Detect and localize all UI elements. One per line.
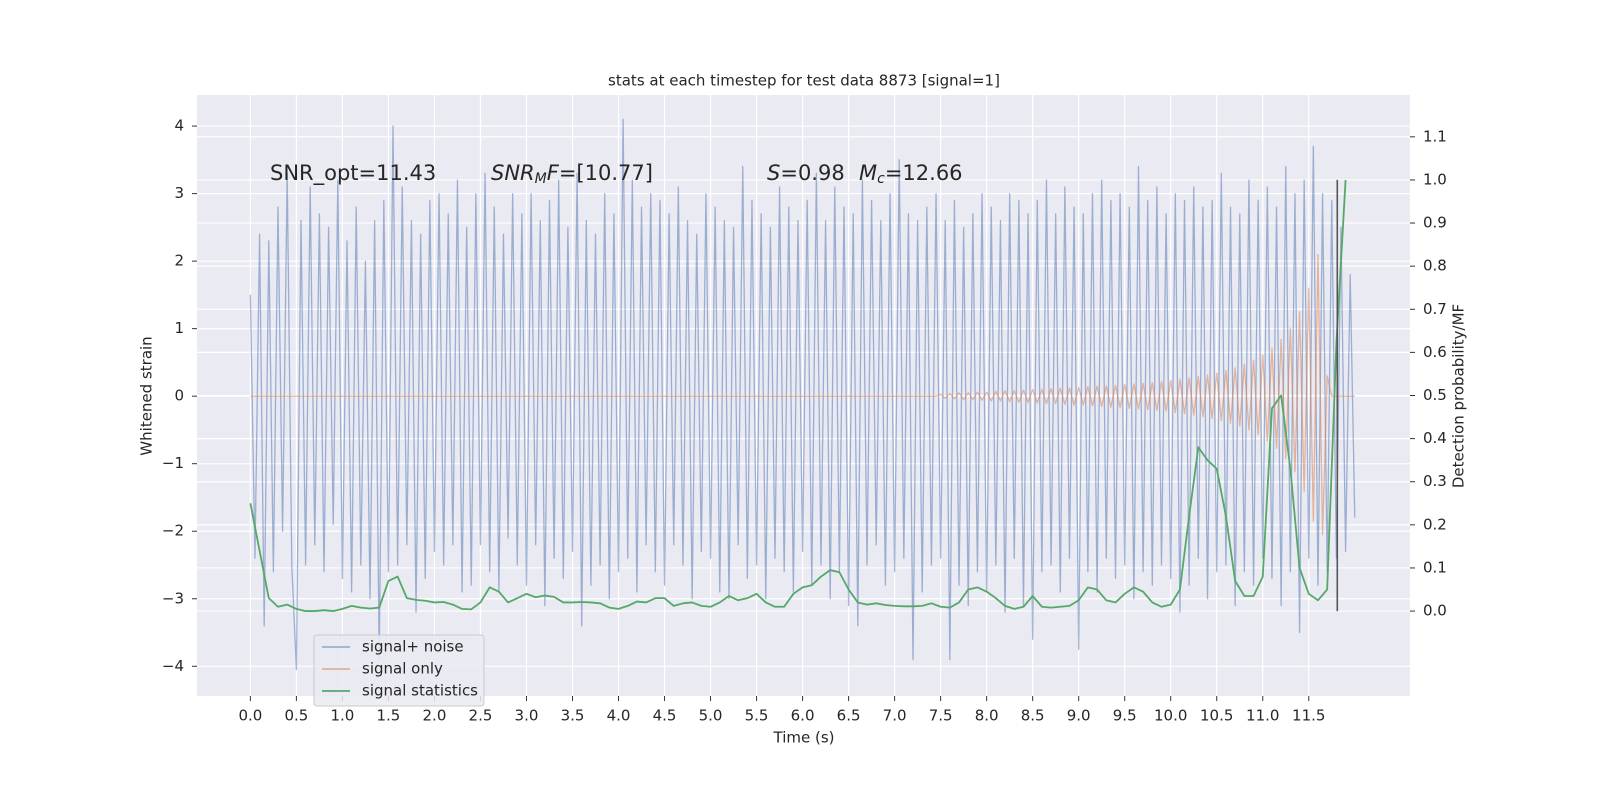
y-tick-label: 2 bbox=[174, 252, 184, 270]
y2-tick-label: 0.1 bbox=[1423, 558, 1447, 576]
annotation-part: F bbox=[547, 161, 560, 185]
y2-tick-label: 0.3 bbox=[1423, 472, 1447, 490]
annotation: Mc=12.66 bbox=[859, 161, 963, 187]
x-tick-label: 0.5 bbox=[284, 707, 308, 725]
x-tick-label: 2.0 bbox=[423, 707, 447, 725]
y-axis-label: Whitened strain bbox=[138, 336, 156, 455]
x-tick-label: 8.5 bbox=[1021, 707, 1045, 725]
annotation-part: SNR_opt=11.43 bbox=[270, 161, 436, 186]
x-tick-label: 8.0 bbox=[975, 707, 999, 725]
axes: 0.0 0.5 1.0 1.5 2.0 2.5 3.0 3.5 4.0 4.5 5.0 5.5 6.0 6… bbox=[162, 117, 1447, 725]
legend-label: signal only bbox=[362, 660, 443, 678]
x-tick-label: 11.5 bbox=[1292, 707, 1325, 725]
annotation: S=0.98 bbox=[767, 161, 845, 185]
y-tick-label: −2 bbox=[162, 522, 184, 540]
annotation-part: =0.98 bbox=[780, 161, 844, 185]
y2-tick-label: 0.0 bbox=[1423, 602, 1447, 620]
annotation-part: c bbox=[877, 171, 885, 187]
x-tick-label: 5.5 bbox=[745, 707, 769, 725]
x-tick-label: 6.5 bbox=[837, 707, 861, 725]
series-line bbox=[249, 179, 1347, 612]
y2-tick-label: 0.7 bbox=[1423, 300, 1447, 318]
annotation-part: M bbox=[535, 171, 547, 187]
x-tick-label: 5.0 bbox=[699, 707, 723, 725]
y-tick-label: 0 bbox=[174, 387, 184, 405]
annotation-part: M bbox=[859, 161, 877, 185]
plot bbox=[249, 118, 1356, 671]
y-tick-label: −4 bbox=[162, 657, 184, 675]
legend: signal+ noise signal only signal statistic… bbox=[313, 634, 485, 707]
series-line bbox=[250, 253, 1355, 536]
y2-tick-label: 0.6 bbox=[1423, 343, 1447, 361]
annotation-part: =12.66 bbox=[885, 161, 963, 185]
legend-label: signal+ noise bbox=[362, 638, 464, 656]
x-tick-label: 4.5 bbox=[653, 707, 677, 725]
annotation: SNRMF=[10.77] bbox=[491, 161, 653, 187]
y-tick-label: 4 bbox=[174, 117, 184, 135]
annotation-part: SNR bbox=[491, 161, 535, 185]
y-tick-label: −3 bbox=[162, 589, 184, 607]
x-tick-label: 4.0 bbox=[607, 707, 631, 725]
y2-tick-label: 1.1 bbox=[1423, 127, 1447, 145]
y2-tick-label: 0.4 bbox=[1423, 429, 1447, 447]
x-tick-label: 1.5 bbox=[376, 707, 400, 725]
annotation: SNR_opt=11.43 bbox=[270, 161, 436, 186]
y2-axis-label: Detection probability/MF bbox=[1450, 304, 1468, 488]
x-tick-label: 10.0 bbox=[1154, 707, 1187, 725]
x-tick-label: 2.5 bbox=[469, 707, 493, 725]
x-tick-label: 11.0 bbox=[1246, 707, 1279, 725]
x-tick-label: 1.0 bbox=[330, 707, 354, 725]
y-tick-label: 1 bbox=[174, 319, 184, 337]
x-tick-label: 10.5 bbox=[1200, 707, 1233, 725]
y2-tick-label: 0.5 bbox=[1423, 386, 1447, 404]
annotations: SNR_opt=11.43 SNRMF=[10.77] S=0.98 Mc=12.66 bbox=[270, 161, 963, 187]
y-tick-label: −1 bbox=[162, 454, 184, 472]
legend-box bbox=[313, 634, 485, 707]
annotation-part: =[10.77] bbox=[559, 161, 653, 185]
x-tick-label: 0.0 bbox=[238, 707, 262, 725]
x-tick-label: 9.5 bbox=[1113, 707, 1137, 725]
x-axis-label: Time (s) bbox=[773, 729, 835, 747]
chart-title: stats at each timestep for test data 887… bbox=[608, 72, 1000, 90]
y2-tick-label: 0.2 bbox=[1423, 515, 1447, 533]
x-tick-label: 9.0 bbox=[1067, 707, 1091, 725]
y-tick-label: 3 bbox=[174, 184, 184, 202]
y2-tick-label: 0.9 bbox=[1423, 214, 1447, 232]
annotation-part: S bbox=[767, 161, 780, 185]
legend-label: signal statistics bbox=[362, 682, 478, 700]
x-tick-label: 7.0 bbox=[883, 707, 907, 725]
y2-tick-label: 1.0 bbox=[1423, 170, 1447, 188]
series-line bbox=[249, 118, 1356, 671]
x-tick-label: 6.0 bbox=[791, 707, 815, 725]
y2-tick-label: 0.8 bbox=[1423, 257, 1447, 275]
x-tick-label: 3.5 bbox=[561, 707, 585, 725]
x-tick-label: 7.5 bbox=[929, 707, 953, 725]
x-tick-label: 3.0 bbox=[515, 707, 539, 725]
